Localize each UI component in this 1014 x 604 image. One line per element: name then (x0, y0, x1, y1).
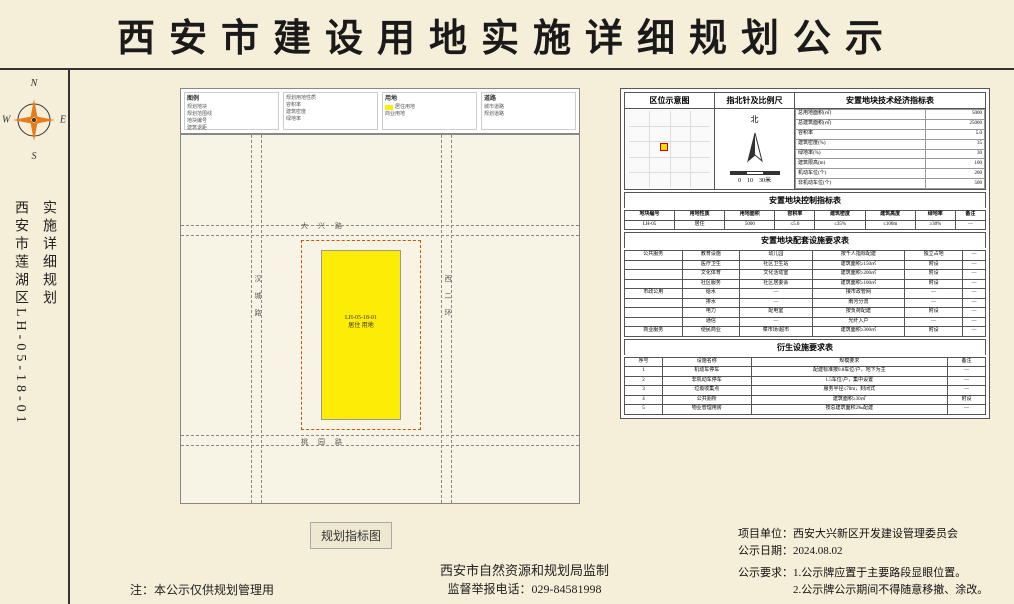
vertical-labels: 西安市莲湖区LH-05-18-01 实施详细规划 (10, 200, 58, 427)
compass-w: W (2, 115, 10, 126)
footer-center: 西安市自然资源和规划局监制 监督举报电话：029-84581998 (440, 561, 609, 599)
north-arrow-icon (738, 131, 772, 165)
parcel-label: LH-05-18-01 居住 用地 (326, 315, 396, 331)
footer-right: 项目单位：西安大兴新区开发建设管理委员会 公示日期：2024.08.02 公示要… (738, 526, 998, 598)
ctrl-caption: 安置地块控制指标表 (624, 192, 986, 208)
scale-bar: 0 10 30米 (730, 171, 780, 184)
map-panel: 图例 规划地块规划范围线地块编号建筑退距 规划用地性质容积率建筑密度绿地率 用地… (180, 88, 580, 508)
der-table: 序号设施名称规模要求备注1机动车停车配建标准按0.8车位/户，地下为主—2非机动… (624, 357, 986, 415)
left-strip: N S E W 西安市莲湖区LH-05-18-01 实施详细规划 (0, 70, 70, 604)
supervisor-line: 西安市自然资源和规划局监制 (440, 561, 609, 581)
parcel-fill (321, 250, 401, 420)
location-title: 区位示意图 (625, 93, 714, 109)
plan-index-button[interactable]: 规划指标图 (310, 522, 392, 549)
road-line (181, 445, 579, 446)
road-line (181, 235, 579, 236)
legend-col-3: 用地 居住用地 商业用地 (382, 92, 477, 130)
fac-caption: 安置地块配套设施要求表 (624, 232, 986, 248)
econ-title: 安置地块技术经济指标表 (795, 93, 985, 109)
road-label-w: 汉城路 (253, 275, 263, 326)
econ-table: 总用地面积(㎡)5000总建筑面积(㎡)25000容积率5.0建筑密度(%)35… (795, 109, 985, 189)
road-label-n: 大兴路 (301, 221, 352, 231)
road-line (181, 435, 579, 436)
fac-table: 公共服务教育设施幼儿园按千人指标配建独立占地—医疗卫生社区卫生站建筑面积≥150… (624, 250, 986, 337)
page-header: 西安市建设用地实施详细规划公示 (0, 0, 1014, 70)
legend-title-3: 用地 (385, 95, 474, 103)
road-line (441, 135, 442, 503)
location-marker (660, 143, 668, 151)
main-content: 图例 规划地块规划范围线地块编号建筑退距 规划用地性质容积率建筑密度绿地率 用地… (70, 70, 1014, 604)
legend-col-2: 规划用地性质容积率建筑密度绿地率 (283, 92, 378, 130)
location-map-cell: 区位示意图 (625, 93, 715, 189)
north-title: 指北针及比例尺 (715, 93, 794, 109)
road-line (251, 135, 252, 503)
ctrl-table: 地块编号用地性质用地面积容积率建筑密度建筑高度绿地率备注 LH-05居住5000… (624, 210, 986, 230)
map-legend: 图例 规划地块规划范围线地块编号建筑退距 规划用地性质容积率建筑密度绿地率 用地… (180, 88, 580, 134)
road-line (181, 225, 579, 226)
footer-note: 注：本公示仅供规划管理用 (130, 581, 274, 598)
legend-col-1: 图例 规划地块规划范围线地块编号建筑退距 (184, 92, 279, 130)
map-area: LH-05-18-01 居住 用地 大兴路 桃园路 汉城路 西二环 (180, 134, 580, 504)
legend-col-4: 道路 城市道路规划道路 (481, 92, 576, 130)
compass-icon (11, 97, 57, 143)
econ-cell: 安置地块技术经济指标表 总用地面积(㎡)5000总建筑面积(㎡)25000容积率… (795, 93, 985, 189)
phone-line: 监督举报电话：029-84581998 (440, 580, 609, 598)
compass-s: S (32, 151, 37, 162)
compass-n: N (31, 78, 38, 89)
der-caption: 衍生设施要求表 (624, 339, 986, 355)
location-map (625, 109, 714, 189)
top3-row: 区位示意图 (624, 92, 986, 190)
vlabel-2: 实施详细规划 (38, 200, 58, 427)
legend-title-4: 道路 (484, 95, 573, 103)
swatch-yellow (385, 105, 393, 110)
vlabel-1: 西安市莲湖区LH-05-18-01 (10, 200, 30, 427)
compass-e: E (60, 115, 66, 126)
legend-title-1: 图例 (187, 95, 276, 103)
tables-panel: 区位示意图 (620, 88, 990, 419)
north-label: 北 (751, 114, 759, 125)
road-label-e: 西二环 (443, 275, 453, 326)
road-label-s: 桃园路 (301, 437, 352, 447)
body: N S E W 西安市莲湖区LH-05-18-01 实施详细规划 图例 规划 (0, 70, 1014, 604)
north-scale-cell: 指北针及比例尺 北 0 10 30米 (715, 93, 795, 189)
page-title: 西安市建设用地实施详细规划公示 (117, 7, 897, 62)
compass: N S E W (4, 80, 64, 160)
